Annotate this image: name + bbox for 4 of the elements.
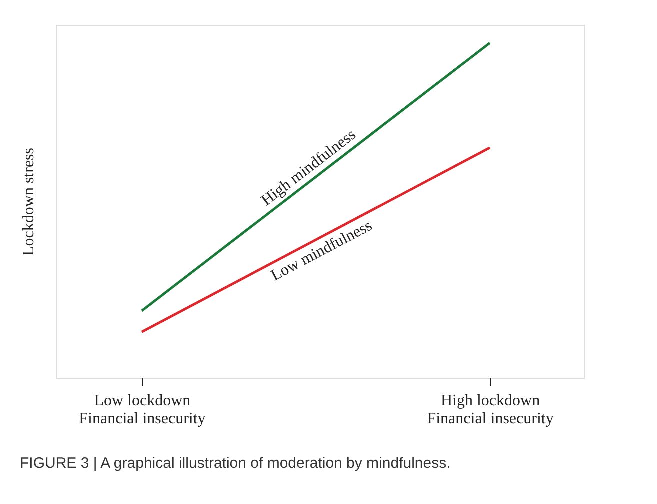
x-tick-label: Low lockdown Financial insecurity (79, 392, 206, 428)
x-tick-label: High lockdown Financial insecurity (427, 392, 554, 428)
y-axis-title: Lockdown stress (20, 148, 38, 256)
caption: FIGURE 3 | A graphical illustration of moderation by mindfulness. (20, 455, 451, 472)
